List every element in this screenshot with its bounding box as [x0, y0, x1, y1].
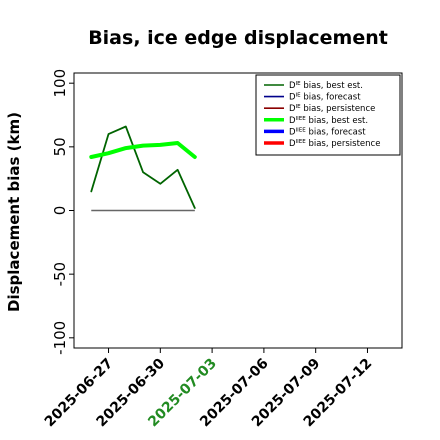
legend-entry: DIE bias, persistence: [289, 104, 375, 114]
series-layer: [89, 125, 197, 209]
legend-entry: DIIEE bias, best est.: [289, 116, 368, 126]
legend: DIE bias, best est. DIE bias, forecastDIE…: [255, 74, 401, 156]
y-tick-label: 50: [51, 137, 69, 156]
y-axis-label: Displacement bias (km): [5, 112, 23, 312]
x-ticks: 2025-06-272025-06-302025-07-032025-07-06…: [42, 348, 375, 430]
legend-entry: DIE bias, forecast: [289, 93, 361, 103]
y-tick-label: -100: [51, 321, 69, 355]
y-tick-label: 0: [51, 206, 69, 216]
y-tick-label: 100: [51, 69, 69, 98]
y-tick-label: -50: [51, 262, 69, 287]
chart-title: Bias, ice edge displacement: [88, 27, 388, 49]
series-line-3: [89, 141, 197, 159]
legend-entry: DIIEE bias, persistence: [289, 139, 380, 149]
y-ticks: -100 -50 0 50 100: [51, 69, 74, 355]
series-line-0: [90, 125, 196, 209]
legend-entry: DIIEE bias, forecast: [289, 127, 366, 137]
legend-entry: DIE bias, best est.: [289, 81, 363, 91]
